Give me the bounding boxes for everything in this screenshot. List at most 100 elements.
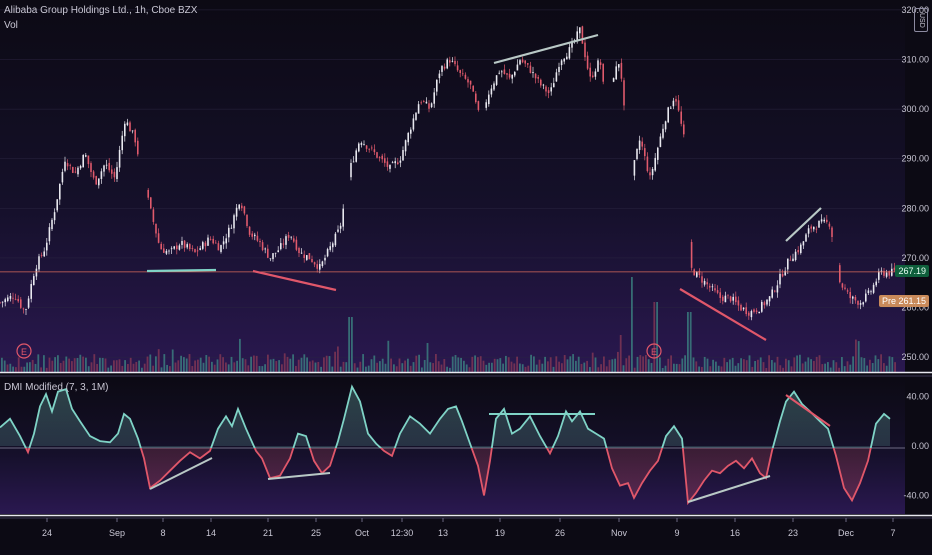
volume-bar bbox=[661, 367, 664, 372]
candle-body bbox=[82, 155, 84, 168]
volume-bar bbox=[353, 363, 356, 372]
volume-bar bbox=[401, 363, 404, 372]
candle-body bbox=[594, 71, 597, 77]
candle-body bbox=[498, 72, 500, 74]
candle-body bbox=[755, 310, 758, 312]
volume-bar bbox=[566, 359, 569, 372]
time-tick-label: Dec bbox=[838, 528, 855, 538]
currency-button[interactable]: USD bbox=[914, 8, 928, 32]
volume-bar bbox=[894, 362, 896, 372]
candle-body bbox=[311, 258, 313, 263]
volume-bar bbox=[552, 366, 555, 372]
volume-bar bbox=[51, 360, 54, 372]
candle-body bbox=[693, 269, 695, 276]
volume-bar bbox=[790, 366, 793, 372]
candle-body bbox=[566, 56, 568, 60]
volume-bar bbox=[818, 355, 821, 372]
volume-bar bbox=[667, 358, 670, 372]
time-axis[interactable]: 24 Sep 8 14 21 25 Oct 12:30 13 19 26 Nov 9 16 23 Dec 7 bbox=[42, 518, 896, 538]
volume-bar bbox=[440, 364, 443, 372]
volume-bar bbox=[793, 357, 796, 372]
candle-body bbox=[623, 80, 625, 106]
candle-body bbox=[597, 60, 599, 72]
candle-body bbox=[1, 301, 4, 303]
candle-body bbox=[186, 244, 188, 248]
volume-bar bbox=[309, 361, 311, 372]
indicator-line-negative bbox=[24, 448, 872, 506]
candle-body bbox=[768, 296, 771, 302]
candle-body bbox=[654, 157, 656, 171]
candle-body bbox=[724, 295, 727, 303]
candle-body bbox=[277, 250, 279, 253]
volume-bar bbox=[275, 361, 278, 372]
volume-bar bbox=[785, 358, 787, 372]
candle-body bbox=[246, 214, 248, 227]
volume-bar bbox=[513, 363, 516, 372]
volume-bar bbox=[496, 359, 499, 372]
symbol-title[interactable]: Alibaba Group Holdings Ltd., 1h, Cboe BZ… bbox=[4, 5, 198, 16]
candle-body bbox=[46, 242, 48, 251]
rising-wedge-trendline bbox=[785, 207, 822, 242]
candle-body bbox=[670, 107, 672, 109]
volume-bar bbox=[177, 360, 180, 372]
candle-body bbox=[360, 143, 363, 145]
volume-bar bbox=[482, 360, 485, 372]
indicator-legend[interactable]: DMI Modified (7, 3, 1M) bbox=[4, 382, 109, 393]
candle-body bbox=[698, 270, 701, 276]
candle-body bbox=[852, 296, 854, 299]
volume-bar bbox=[751, 366, 754, 372]
candle-body bbox=[797, 250, 799, 253]
volume-bar bbox=[34, 363, 37, 372]
earnings-marker-2[interactable] bbox=[646, 343, 662, 359]
candle-body bbox=[602, 63, 604, 82]
candle-body bbox=[303, 254, 305, 258]
volume-bar bbox=[659, 357, 661, 372]
candle-body bbox=[160, 243, 162, 250]
price-axis[interactable]: 320.00 310.00 300.00 290.00 280.00 270.00 260.… bbox=[901, 5, 929, 362]
volume-bar bbox=[166, 364, 168, 372]
indicator-tick-label: -40.00 bbox=[903, 490, 929, 500]
volume-bar bbox=[99, 357, 101, 372]
pre-market-price: 261.15 bbox=[898, 295, 926, 306]
volume-bar bbox=[163, 354, 166, 372]
volume-bar bbox=[446, 366, 448, 372]
volume-bar bbox=[421, 367, 423, 372]
volume-bar bbox=[337, 346, 339, 372]
volume-bar bbox=[846, 361, 849, 372]
volume-bar bbox=[723, 357, 726, 372]
candle-body bbox=[761, 301, 763, 312]
volume-bar bbox=[113, 360, 115, 372]
candle-body bbox=[735, 296, 737, 303]
earnings-marker-1[interactable] bbox=[16, 343, 32, 359]
volume-bar bbox=[423, 359, 426, 372]
candle-body bbox=[854, 297, 857, 301]
candle-body bbox=[862, 302, 864, 305]
volume-bar bbox=[325, 355, 328, 372]
candle-body bbox=[165, 250, 168, 254]
volume-bar bbox=[188, 354, 191, 372]
volume-bar bbox=[381, 358, 384, 372]
time-tick-label: 16 bbox=[730, 528, 740, 538]
candle-body bbox=[163, 248, 165, 253]
volume-bar bbox=[292, 354, 294, 372]
candle-body bbox=[646, 156, 649, 172]
candle-body bbox=[714, 288, 716, 291]
volume-bar bbox=[650, 362, 653, 372]
candle-body bbox=[212, 238, 214, 244]
volume-bar bbox=[698, 366, 700, 372]
candle-body bbox=[293, 238, 295, 242]
candle-body bbox=[176, 245, 178, 250]
volume-bar bbox=[76, 358, 79, 372]
candle-body bbox=[719, 292, 721, 298]
volume-bar bbox=[149, 354, 152, 372]
volume-bar bbox=[281, 364, 283, 372]
indicator-axis[interactable]: 40.00 0.00 -40.00 bbox=[903, 392, 929, 501]
candle-body bbox=[802, 241, 805, 246]
time-tick-label: 25 bbox=[311, 528, 321, 538]
candle-body bbox=[558, 66, 560, 73]
price-pane-background bbox=[0, 0, 905, 372]
candle-body bbox=[813, 226, 815, 230]
volume-legend[interactable]: Vol bbox=[4, 20, 18, 31]
